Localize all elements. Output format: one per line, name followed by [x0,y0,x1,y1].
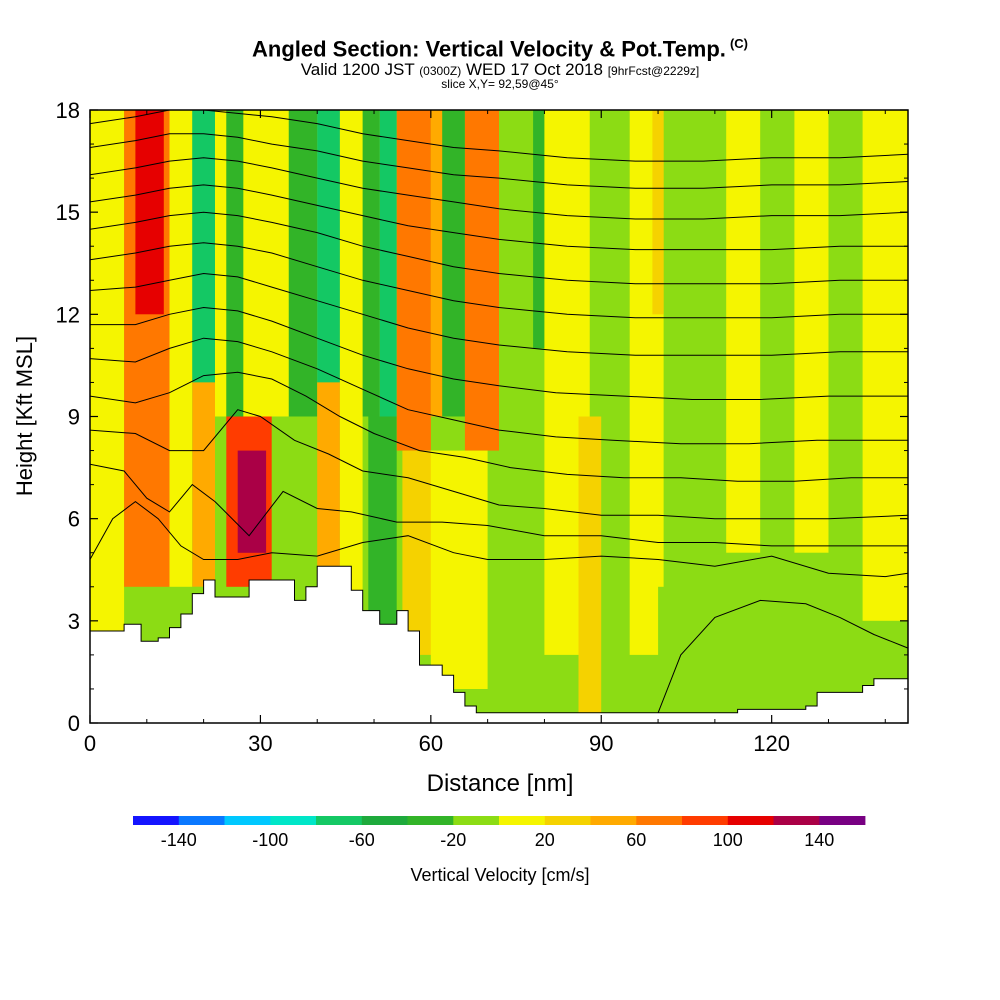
velocity-cell [760,110,795,655]
theta-contour-line [657,599,908,713]
x-tick-label: 60 [419,731,443,756]
y-tick-label: 6 [68,507,80,532]
colorbar-tick-label: -140 [161,830,197,850]
velocity-cell [317,382,340,587]
velocity-cell [243,110,289,417]
colorbar-swatch [407,816,454,825]
theta-contour-line [90,500,908,578]
velocity-cell [169,110,193,587]
colorbar-swatch [636,816,683,825]
colorbar-swatch [224,816,271,825]
velocity-cell [192,110,215,383]
velocity-cell [692,110,727,621]
theta-contour-line [90,133,908,189]
colorbar-swatch [544,816,591,825]
velocity-cell [339,110,363,621]
chart-title-text: Angled Section: Vertical Velocity & Pot.… [252,36,726,62]
theta-contour-line [90,463,908,547]
colorbar-swatch [453,816,500,825]
velocity-cell [192,382,215,587]
colorbar-swatch [682,816,729,825]
theta-contour-line [90,184,908,251]
theta-contour-line [90,371,908,482]
theta-contour-line [90,110,908,162]
velocity-cell [379,110,397,417]
colorbar-tick-label: -20 [440,830,466,850]
colorbar-swatch [133,816,180,825]
colorbar-swatch [727,816,774,825]
velocity-cell [589,110,630,417]
x-axis-label: Distance [nm] [427,770,574,797]
theta-contour-line [90,306,908,400]
velocity-cell [726,110,761,553]
theta-contour-line [90,157,908,220]
forecast-info: [9hrFcst@2229z] [607,64,700,78]
y-axis-label: Height [Kft MSL] [12,336,37,496]
colorbar-swatch [773,816,820,825]
y-tick-label: 15 [56,200,80,225]
theta-contour-line [90,272,908,356]
velocity-cell [442,110,465,417]
velocity-cell [663,110,693,621]
colorbar-swatch [316,816,363,825]
colorbar: -140 -100 -60 -20 20 60 100 140 [133,816,866,850]
theta-contour-line [90,242,908,319]
x-tick-label: 90 [589,731,613,756]
velocity-cell [237,450,267,553]
colorbar-swatch [270,816,317,825]
colorbar-tick-label: -100 [252,830,288,850]
theta-contour-line [90,409,908,520]
colorbar-tick-label: 100 [713,830,743,850]
velocity-cell [464,110,499,451]
slice-info: slice X,Y= 92,59@45° [441,77,559,91]
chart-title: Angled Section: Vertical Velocity & Pot.… [0,36,1000,62]
velocity-cell [362,110,380,417]
valid-time-line: Valid 1200 JST (0300Z) WED 17 Oct 2018 [… [0,60,1000,80]
colorbar-tick-label: 60 [626,830,646,850]
title-unit: (C) [729,36,748,51]
velocity-cell [396,110,431,451]
velocity-cell [794,110,829,553]
velocity-cell [215,110,227,417]
y-tick-label: 18 [56,98,80,123]
valid-utc: (0300Z) [419,64,462,78]
x-tick-label: 120 [753,731,790,756]
y-tick-label: 3 [68,609,80,634]
theta-contour-line [90,211,908,285]
velocity-cell [828,110,863,655]
velocity-cell [430,450,488,689]
velocity-cell [578,416,602,723]
colorbar-tick-label: 20 [535,830,555,850]
theta-contours [90,110,908,713]
velocity-cell [658,586,829,723]
colorbar-swatch [819,816,866,825]
colorbar-swatch [499,816,546,825]
y-tick-label: 0 [68,711,80,736]
colorbar-swatch [361,816,408,825]
terrain-layer [89,565,909,724]
y-tick-label: 9 [68,405,80,430]
valid-date: WED 17 Oct 2018 [465,60,603,79]
velocity-cell [226,110,244,417]
valid-prefix: Valid 1200 JST [300,60,415,79]
y-tick-label: 12 [56,302,80,327]
colorbar-tick-label: 140 [804,830,834,850]
velocity-cell [862,110,908,621]
colorbar-tick-label: -60 [349,830,375,850]
colorbar-swatch [178,816,225,825]
x-tick-label: 30 [248,731,272,756]
theta-contour-line [90,337,908,445]
velocity-cell [317,110,340,383]
velocity-cell [135,110,164,315]
colorbar-swatch [590,816,637,825]
x-tick-label: 0 [84,731,96,756]
velocity-cell [288,110,318,417]
colorbar-label: Vertical Velocity [cm/s] [410,865,589,885]
terrain-profile [89,565,909,724]
axes: 0 30 60 90 120 0 3 6 9 12 15 18 [56,98,908,756]
